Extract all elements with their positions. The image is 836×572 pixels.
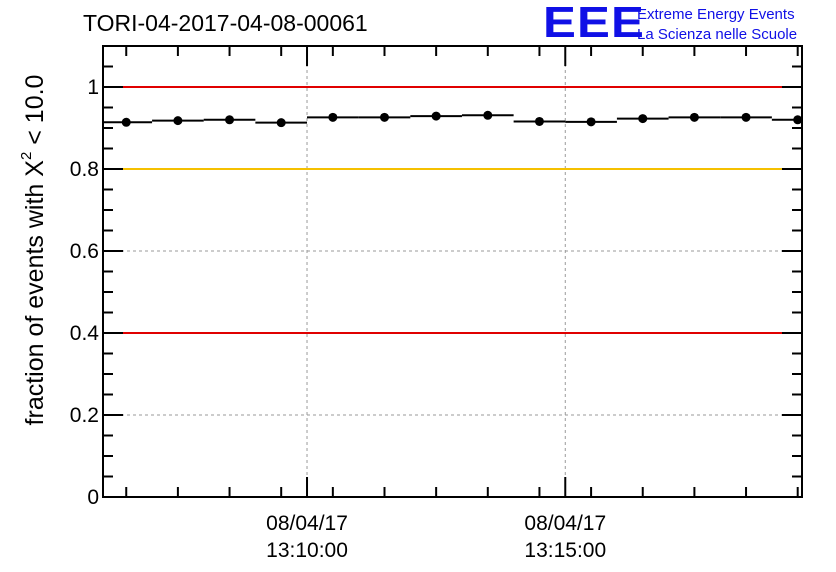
data-point [431, 111, 441, 121]
data-point [379, 112, 389, 122]
tick-labels: 0 0.2 0.4 0.6 0.8 1 08/04/17 13:10:00 08/04/17 13… [70, 76, 606, 562]
y-tick-label: 0.2 [70, 404, 99, 427]
y-tick-label: 0 [87, 486, 99, 509]
y-axis-label: fraction of events with X2 < 10.0 [18, 75, 50, 426]
data-point [121, 117, 131, 127]
y-axis-label-main: fraction of events with X [21, 160, 49, 426]
x-tick-label-date: 08/04/17 [524, 512, 606, 535]
x-tick-label-date: 08/04/17 [266, 512, 348, 535]
logo-mark: EEE [543, 0, 645, 47]
data-point [328, 112, 338, 122]
data-series [103, 110, 803, 128]
data-point [534, 116, 544, 126]
x-tick-label-time: 13:15:00 [524, 539, 606, 562]
data-point [586, 117, 596, 127]
data-point [638, 114, 648, 124]
data-point [793, 115, 803, 125]
plot-frame [102, 45, 803, 498]
axes [102, 45, 803, 498]
reference-lines [103, 86, 802, 334]
logo-text-line1: Extreme Energy Events [637, 6, 795, 23]
y-tick-label: 0.6 [70, 240, 99, 263]
y-tick-label: 0.8 [70, 158, 99, 181]
y-axis-label-sup: 2 [18, 151, 35, 161]
data-point [741, 112, 751, 122]
y-tick-label: 0.4 [70, 322, 100, 345]
data-point [483, 110, 493, 120]
data-point [173, 116, 183, 126]
y-tick-label: 1 [87, 76, 99, 99]
eee-logo: EEE Extreme Energy Events La Scienza nel… [543, 0, 833, 47]
y-axis-label-tail: < 10.0 [21, 74, 49, 152]
chart-title: TORI-04-2017-04-08-00061 [83, 10, 368, 36]
data-point [225, 115, 235, 125]
data-point [276, 118, 286, 128]
grid-lines [103, 46, 802, 497]
logo-text-line2: La Scienza nelle Scuole [637, 26, 798, 43]
x-tick-label-time: 13:10:00 [266, 539, 348, 562]
data-point [689, 112, 699, 122]
